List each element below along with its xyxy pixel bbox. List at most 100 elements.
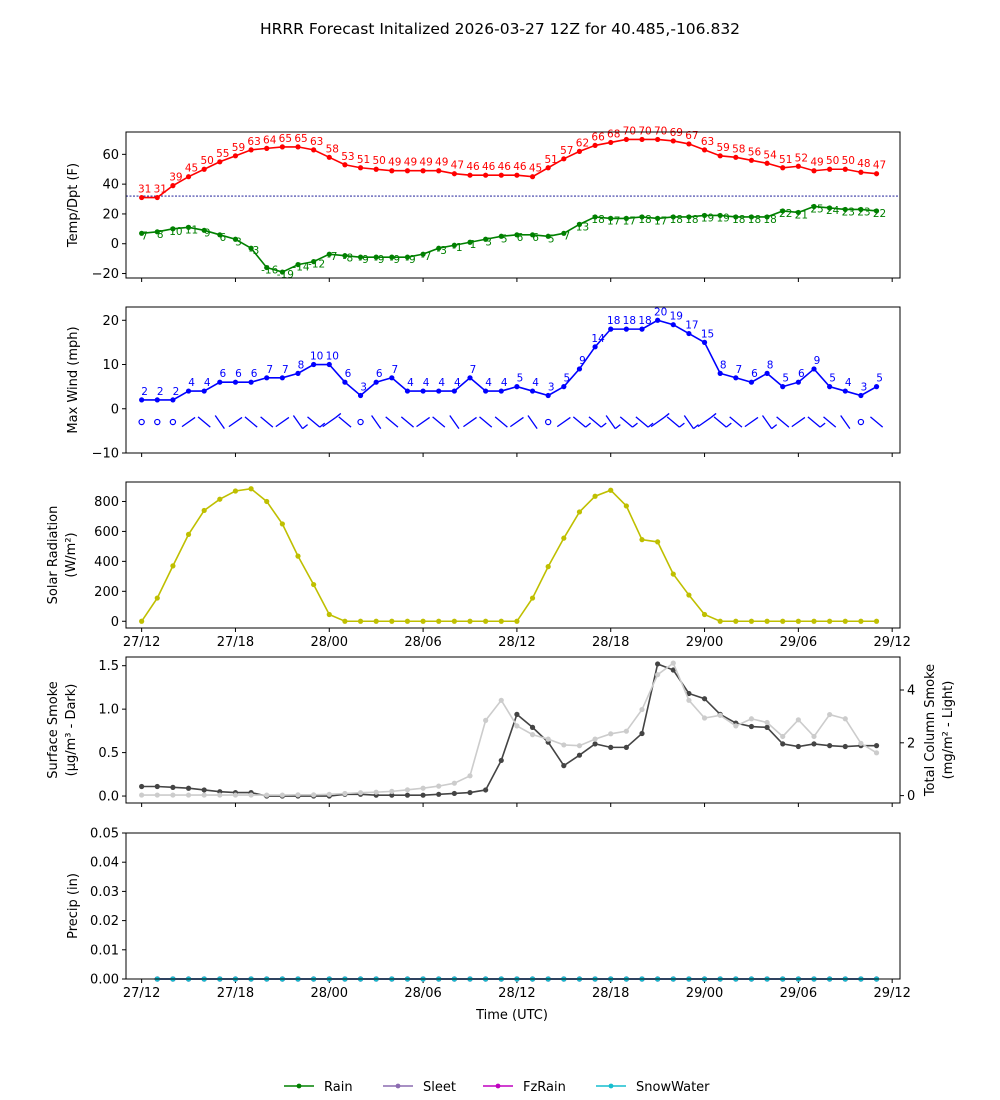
surface-smoke-point	[780, 741, 786, 747]
temperature-data-label: 59	[716, 142, 729, 154]
dewpoint-data-label: 3	[485, 236, 492, 248]
total-column-smoke-point	[608, 731, 614, 737]
legend-item: Rain	[284, 1080, 353, 1095]
temperature-point	[311, 147, 317, 153]
total-column-smoke-point	[655, 672, 661, 678]
dewpoint-point	[295, 261, 301, 268]
dewpoint-point	[529, 232, 536, 238]
solar-radiation-point	[576, 509, 583, 515]
wind-barb-flag	[302, 424, 308, 430]
solar-ytick-label: 0	[111, 615, 119, 630]
dewpoint-data-label: 18	[748, 214, 761, 226]
dewpoint-data-label: 8	[157, 229, 164, 241]
dewpoint-data-label: 19	[716, 212, 729, 224]
legend-label: SnowWater	[636, 1080, 710, 1095]
max-wind-point	[436, 388, 442, 394]
total-column-smoke-point	[467, 773, 473, 779]
chart-title: HRRR Forecast Initalized 2026-03-27 12Z …	[260, 20, 740, 38]
surface-smoke-point	[483, 787, 489, 793]
max-wind-data-label: 19	[670, 311, 683, 323]
max-wind-data-label: 9	[814, 355, 821, 367]
wind-barb-flag	[693, 424, 699, 430]
legend-label: FzRain	[523, 1080, 566, 1095]
smoke-ylabel-line: (µg/m³ - Dark)	[64, 684, 79, 777]
temperature-point	[608, 139, 614, 146]
temperature-point	[467, 172, 473, 178]
precip-xtick-label: 29/00	[686, 986, 723, 1001]
total-column-smoke-point	[733, 723, 739, 729]
solar-radiation-point	[545, 564, 551, 570]
total-column-smoke-point	[420, 785, 426, 791]
dewpoint-data-label: 21	[795, 209, 808, 221]
wind-barb	[713, 416, 727, 428]
temperature-data-label: 49	[404, 157, 417, 169]
temperature-data-label: 31	[138, 184, 151, 196]
total-column-smoke-point	[389, 788, 395, 794]
dewpoint-data-label: 18	[763, 214, 776, 226]
surface-smoke-point	[873, 743, 880, 749]
max-wind-point	[311, 361, 317, 368]
dewpoint-point	[842, 206, 848, 213]
dewpoint-point	[686, 214, 692, 220]
total-column-smoke-point	[529, 732, 536, 738]
smoke-ytick-right-label: 0	[907, 789, 915, 804]
x-axis-label: Time (UTC)	[475, 1008, 548, 1023]
max-wind-point	[811, 366, 817, 372]
max-wind-data-label: 2	[141, 386, 148, 398]
dewpoint-point	[608, 215, 614, 222]
total-column-smoke-point	[576, 743, 583, 749]
dewpoint-data-label: -12	[308, 259, 325, 271]
dewpoint-data-label: -3	[436, 245, 446, 257]
surface-smoke-point	[389, 792, 395, 798]
max-wind-point	[717, 370, 723, 376]
temperature-data-label: 65	[294, 133, 307, 145]
temperature-data-label: 49	[419, 157, 432, 169]
total-column-smoke-point	[201, 792, 207, 798]
dewpoint-data-label: 6	[219, 232, 226, 244]
smoke-ytick-label: 0.0	[98, 790, 119, 805]
dewpoint-data-label: 23	[842, 206, 855, 218]
max-wind-point	[404, 388, 411, 394]
wind-barb	[463, 416, 477, 428]
max-wind-point	[529, 388, 536, 394]
dewpoint-point	[248, 245, 254, 251]
temperature-data-label: 31	[154, 184, 167, 196]
surface-smoke-point	[420, 792, 426, 798]
solar-radiation-point	[686, 592, 692, 598]
legend-item: SnowWater	[596, 1080, 710, 1095]
dewpoint-data-label: 18	[732, 214, 745, 226]
surface-smoke-point	[827, 743, 833, 749]
max-wind-point	[701, 339, 708, 345]
max-wind-data-label: 18	[623, 315, 636, 327]
dewpoint-point	[827, 205, 833, 211]
solar-radiation-point	[420, 618, 426, 624]
wind-barb	[400, 416, 415, 428]
max-wind-data-label: 7	[735, 364, 742, 376]
temperature-point	[592, 142, 598, 149]
dewpoint-data-label: 6	[532, 232, 539, 244]
max-wind-data-label: 8	[767, 359, 774, 371]
temperature-data-label: 49	[810, 157, 823, 169]
wind-barb-flag	[771, 424, 778, 430]
total-column-smoke-point	[264, 792, 270, 798]
wind-barb	[556, 416, 571, 428]
surface-smoke-point	[561, 763, 567, 769]
dewpoint-point	[514, 232, 520, 238]
max-wind-point	[748, 379, 755, 385]
dewpoint-data-label: -3	[249, 245, 259, 257]
max-wind-data-label: 2	[173, 386, 180, 398]
wind-barb	[338, 416, 352, 428]
dewpoint-data-label: 7	[563, 230, 570, 242]
temperature-data-label: 63	[701, 136, 714, 148]
dewpoint-point	[561, 230, 567, 236]
solar-radiation-point	[514, 618, 520, 624]
max-wind-data-label: 15	[701, 328, 714, 340]
dewpoint-data-label: 17	[623, 215, 636, 227]
max-wind-data-label: 6	[751, 368, 758, 380]
total-column-smoke-point	[295, 792, 301, 798]
dewpoint-point	[748, 214, 755, 220]
temperature-data-label: 65	[279, 133, 292, 145]
total-column-smoke-point	[686, 697, 692, 703]
